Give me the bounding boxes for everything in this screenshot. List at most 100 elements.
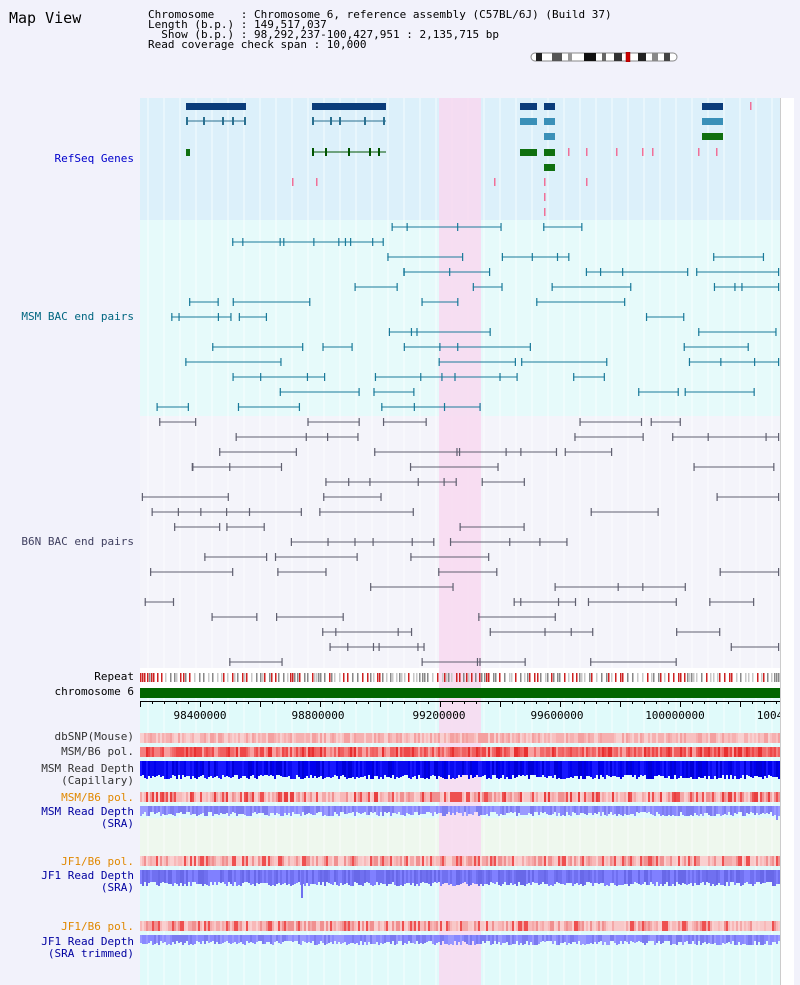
msm-b6-pol-cell	[570, 747, 572, 757]
jf1-depth-sra-bar	[524, 870, 526, 886]
axis-tick	[416, 701, 417, 704]
msm-depth-sra-bar	[444, 806, 446, 816]
axis-tick	[296, 701, 297, 704]
msm-b6-pol2-cell	[244, 792, 246, 802]
jf1-b6-pol-cell	[192, 856, 194, 866]
jf1-b6-pol2-cell	[554, 921, 556, 931]
msm-b6-pol2-cell	[724, 792, 726, 802]
repeat-mark	[545, 673, 547, 682]
jf1-depth-sra-bar	[650, 870, 652, 882]
jf1-b6-pol2-cell	[532, 921, 534, 931]
label-refseq-genes[interactable]: RefSeq Genes	[54, 152, 134, 165]
jf1-depth-sra-bar	[694, 870, 696, 883]
jf1-depth-sra-bar	[388, 870, 390, 884]
msm-b6-pol-cell	[532, 747, 534, 757]
jf1-depth-sra-bar	[722, 870, 724, 885]
msm-b6-pol-cell	[236, 747, 238, 757]
msm-b6-pol-cell	[234, 747, 236, 757]
jf1-depth-trim-bar	[408, 935, 410, 941]
jf1-b6-pol-cell	[676, 856, 678, 866]
dbsnp-cell	[330, 733, 332, 743]
dbsnp-cell	[530, 733, 532, 743]
jf1-depth-sra-bar	[752, 870, 754, 886]
dbsnp-cell	[450, 733, 452, 743]
dbsnp-cell	[416, 733, 418, 743]
jf1-depth-sra-bar	[168, 870, 170, 884]
jf1-depth-sra-bar	[342, 870, 344, 885]
msm-depth-cap-bar	[562, 761, 564, 779]
axis-label: 99200000	[413, 709, 466, 722]
msm-depth-sra-bar	[390, 806, 392, 816]
jf1-depth-sra-bar	[228, 870, 230, 882]
jf1-depth-sra-bar	[558, 870, 560, 883]
dbsnp-cell	[346, 733, 348, 743]
msm-b6-pol2-cell	[648, 792, 650, 802]
msm-depth-cap-bar	[248, 761, 250, 779]
repeat-mark	[157, 673, 159, 682]
msm-b6-pol-cell	[268, 747, 270, 757]
msm-b6-pol-cell	[490, 747, 492, 757]
repeat-mark	[379, 673, 381, 682]
msm-depth-cap-bar	[386, 761, 388, 777]
label-msm-bac[interactable]: MSM BAC end pairs	[21, 310, 134, 323]
axis-tick	[728, 701, 729, 704]
repeat-mark	[740, 673, 742, 682]
msm-b6-pol2-cell	[542, 792, 544, 802]
dbsnp-cell	[548, 733, 550, 743]
genome-browser-plot[interactable]: 98400000 98800000 99200000 99600000 10000000…	[0, 98, 780, 985]
label-b6n-bac[interactable]: B6N BAC end pairs	[21, 535, 134, 548]
dbsnp-cell	[352, 733, 354, 743]
jf1-depth-sra-bar	[492, 870, 494, 883]
repeat-mark	[244, 673, 246, 682]
jf1-b6-pol-cell	[328, 856, 330, 866]
msm-depth-cap-bar	[212, 761, 214, 778]
jf1-depth-trim-bar	[600, 935, 602, 941]
axis-label: 98400000	[174, 709, 227, 722]
msm-depth-sra-bar	[514, 806, 516, 812]
jf1-depth-trim-bar	[514, 935, 516, 944]
dbsnp-cell	[546, 733, 548, 743]
msm-depth-cap-bar	[298, 761, 300, 777]
dbsnp-cell	[640, 733, 642, 743]
msm-depth-sra-bar	[200, 806, 202, 814]
dbsnp-cell	[426, 733, 428, 743]
jf1-b6-pol-cell	[458, 856, 460, 866]
repeat-mark	[637, 673, 639, 682]
jf1-depth-trim-bar	[406, 935, 408, 944]
msm-depth-sra-bar	[298, 806, 300, 814]
jf1-b6-pol2-cell	[454, 921, 456, 931]
jf1-depth-sra-bar	[640, 870, 642, 885]
msm-depth-sra-bar	[638, 806, 640, 813]
msm-depth-sra-bar	[302, 806, 304, 812]
msm-b6-pol2-cell	[688, 792, 690, 802]
msm-depth-cap-bar	[668, 761, 670, 776]
jf1-b6-pol2-cell	[342, 921, 344, 931]
msm-depth-cap-bar	[402, 761, 404, 776]
msm-depth-cap-bar	[210, 761, 212, 776]
jf1-depth-sra-bar	[686, 870, 688, 885]
jf1-depth-sra-bar	[376, 870, 378, 882]
jf1-b6-pol-cell	[320, 856, 322, 866]
jf1-b6-pol2-cell	[492, 921, 494, 931]
jf1-b6-pol-cell	[288, 856, 290, 866]
msm-b6-pol2-cell	[642, 792, 644, 802]
jf1-b6-pol-cell	[174, 856, 176, 866]
msm-b6-pol-cell	[408, 747, 410, 757]
msm-b6-pol-cell	[144, 747, 146, 757]
msm-depth-cap-bar	[746, 761, 748, 775]
dbsnp-cell	[380, 733, 382, 743]
msm-b6-pol2-cell	[406, 792, 408, 802]
jf1-depth-sra-bar	[696, 870, 698, 885]
chromosome-ideogram[interactable]	[530, 52, 680, 62]
repeat-mark	[488, 673, 490, 682]
jf1-b6-pol-cell	[376, 856, 378, 866]
jf1-depth-sra-bar	[282, 870, 284, 884]
jf1-b6-pol-cell	[656, 856, 658, 866]
msm-bac-pair-end	[230, 313, 232, 321]
msm-b6-pol-cell	[458, 747, 460, 757]
b6n-bac-pair-end	[707, 433, 709, 441]
msm-b6-pol2-cell	[552, 792, 554, 802]
jf1-depth-trim-bar	[426, 935, 428, 942]
jf1-depth-sra-bar	[322, 870, 324, 882]
scroll-strip[interactable]	[780, 98, 794, 985]
